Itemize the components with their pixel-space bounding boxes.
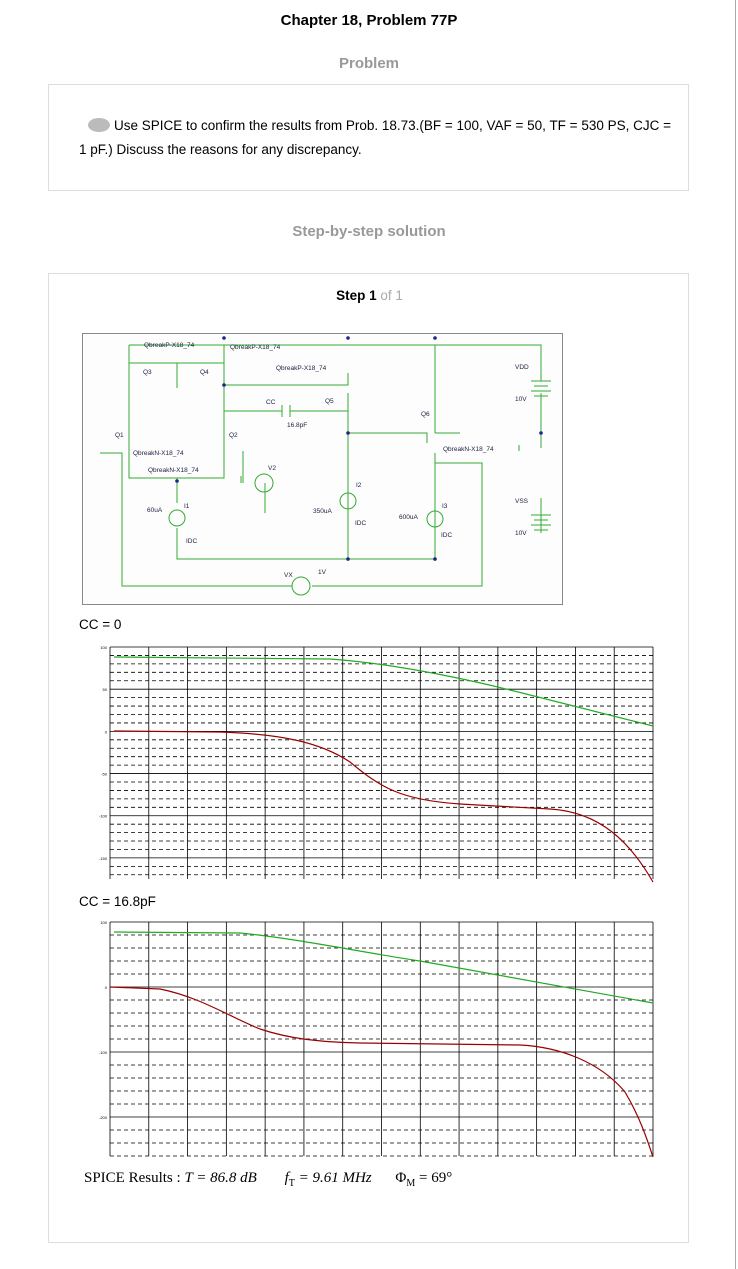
ft-value: = 9.61 MHz [298, 1170, 372, 1186]
separator: : [176, 1170, 181, 1186]
plot-caption: CC = 0 [79, 617, 122, 632]
magnitude-curve [113, 931, 654, 1004]
phase-curve [113, 730, 654, 883]
results-label: SPICE Results [84, 1170, 173, 1186]
problem-body: Use SPICE to confirm the results from Pr… [79, 118, 671, 157]
circuit-label: I3 [442, 503, 448, 510]
y-tick-label: -100 [99, 1050, 108, 1055]
circuit-label: 16.8pF [287, 422, 307, 429]
bode-plot: 100 50 0 -50 -100 -150 [99, 645, 654, 883]
bode-plot: 100 0 -100 -200 [99, 920, 654, 1158]
pm-value: = 69° [419, 1170, 453, 1186]
page-border [735, 0, 736, 1269]
step-of: of 1 [380, 288, 403, 303]
y-tick-label: 100 [100, 920, 107, 925]
loop-gain: T = 86.8 dB [184, 1170, 257, 1186]
solution-box: Step 1 of 1 [48, 273, 689, 1243]
circuit-label: Q3 [143, 369, 152, 376]
circuit-label: VDD [515, 364, 529, 371]
circuit-label: IDC [355, 520, 367, 527]
y-tick-label: -100 [99, 814, 108, 819]
magnitude-curve [113, 656, 654, 727]
problem-text: Use SPICE to confirm the results from Pr… [79, 114, 679, 162]
y-tick-label: -200 [99, 1115, 108, 1120]
problem-box: Use SPICE to confirm the results from Pr… [48, 84, 689, 191]
phase-curve [109, 986, 654, 1158]
circuit-label: Q4 [200, 369, 209, 376]
step: Step 1 [336, 288, 377, 303]
circuit-label: VX [284, 572, 293, 579]
wires [100, 344, 542, 587]
circuit-label: 10V [515, 396, 527, 403]
circuit-label: Q2 [229, 432, 238, 439]
circuit-label: VSS [515, 498, 529, 505]
circuit-label: QbreakP-X18_74 [276, 365, 327, 372]
nodes [175, 336, 543, 561]
circuit-label: Q1 [115, 432, 124, 439]
ft-symbol: f [284, 1170, 289, 1186]
circuit-label: Q6 [421, 411, 430, 418]
circuit-label: I2 [356, 482, 362, 489]
step-label: Step 1 of 1 [49, 288, 690, 303]
y-tick-label: -150 [99, 856, 108, 861]
y-tick-label: -50 [101, 772, 108, 777]
solution-heading: Step-by-step solution [292, 223, 446, 240]
circuit-label: CC [266, 399, 276, 406]
pm-symbol: Φ [395, 1170, 407, 1186]
circuit-label: QbreakP-X18_74 [230, 344, 281, 351]
y-tick-label: 100 [100, 645, 107, 650]
circuit-diagram: QbreakP-X18_74 QbreakP-X18_74 Q3 Q4 QbreakP-… [82, 333, 563, 605]
y-tick-label: 0 [105, 729, 108, 734]
circuit-label: 1V [318, 569, 327, 576]
icon [88, 118, 110, 132]
circuit-label: QbreakP-X18_74 [144, 342, 195, 349]
circuit-label: 350uA [313, 508, 332, 515]
circuit-label: I1 [184, 503, 190, 510]
circuit-label: IDC [441, 532, 453, 539]
circuit-label: Q5 [325, 398, 334, 405]
circuit-label: IDC [186, 538, 198, 545]
problem-heading: Problem [338, 55, 399, 72]
circuit-label: QbreakN-X18_74 [443, 446, 494, 453]
circuit-label: QbreakN-X18_74 [133, 450, 184, 457]
y-tick-label: 50 [103, 687, 108, 692]
y-tick-label: 0 [105, 985, 108, 990]
plot-caption: CC = 16.8pF [79, 894, 156, 909]
pm-sub: M [406, 1178, 416, 1189]
ft-sub: T [288, 1178, 295, 1189]
circuit-label: QbreakN-X18_74 [148, 467, 199, 474]
results: SPICE Results : T = 86.8 dB fT = 9.61 MH… [84, 1170, 452, 1189]
symbols [168, 380, 551, 596]
page-title: Chapter 18, Problem 77P [280, 12, 458, 29]
circuit-label: 600uA [399, 514, 418, 521]
circuit-label: 10V [515, 530, 527, 537]
circuit-label: V2 [268, 465, 276, 472]
circuit-label: 60uA [147, 507, 163, 514]
